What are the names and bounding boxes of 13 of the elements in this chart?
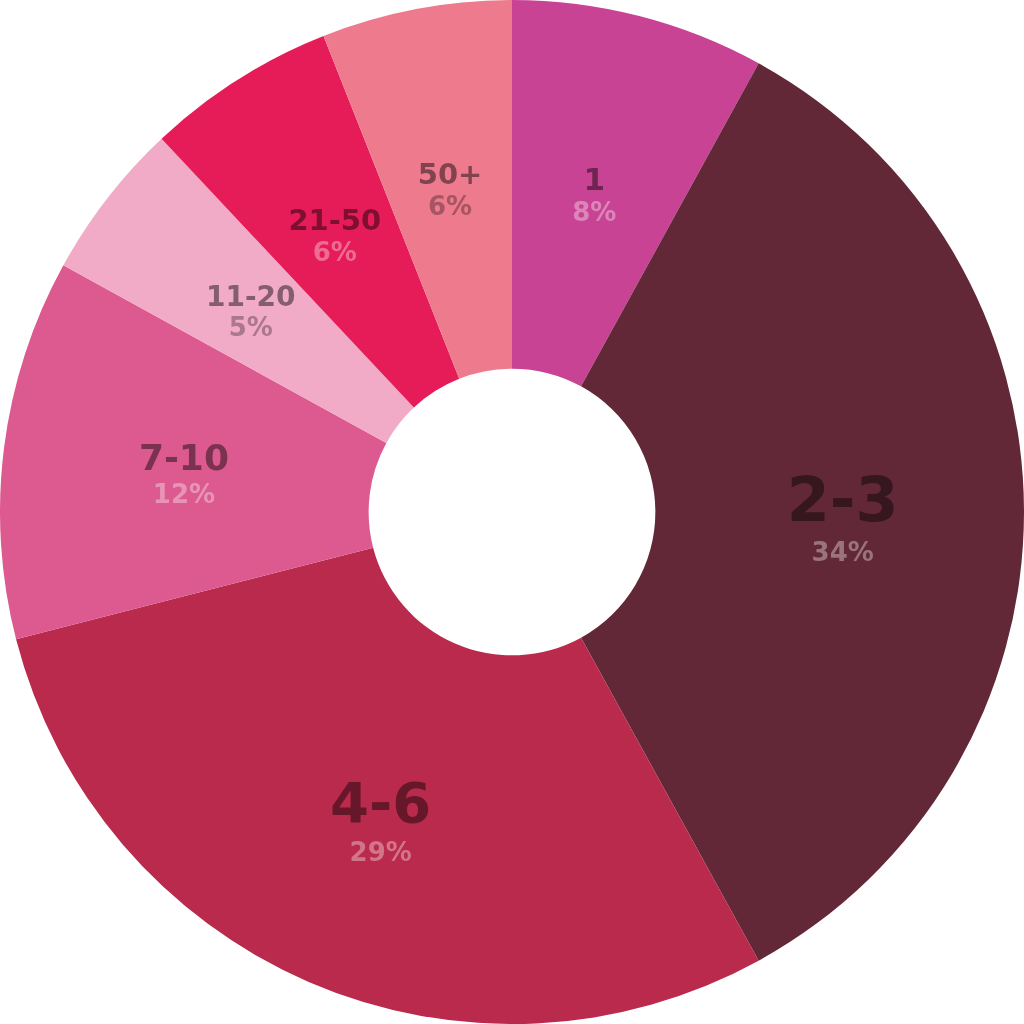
slice-label: 4-6 [330, 769, 432, 835]
data-label: 6% [312, 236, 357, 267]
slice-label: 50+ [417, 157, 483, 192]
data-label: 34% [811, 537, 874, 568]
slice-label: 21-50 [288, 202, 382, 237]
slice-label: 11-20 [205, 279, 296, 313]
data-label: 12% [152, 479, 216, 510]
data-label: 29% [349, 836, 412, 867]
data-label: 5% [228, 312, 273, 343]
slice-label: 1 [583, 160, 606, 197]
slice-label: 7-10 [138, 437, 229, 479]
data-label: 8% [572, 197, 617, 228]
data-label: 6% [427, 191, 473, 222]
